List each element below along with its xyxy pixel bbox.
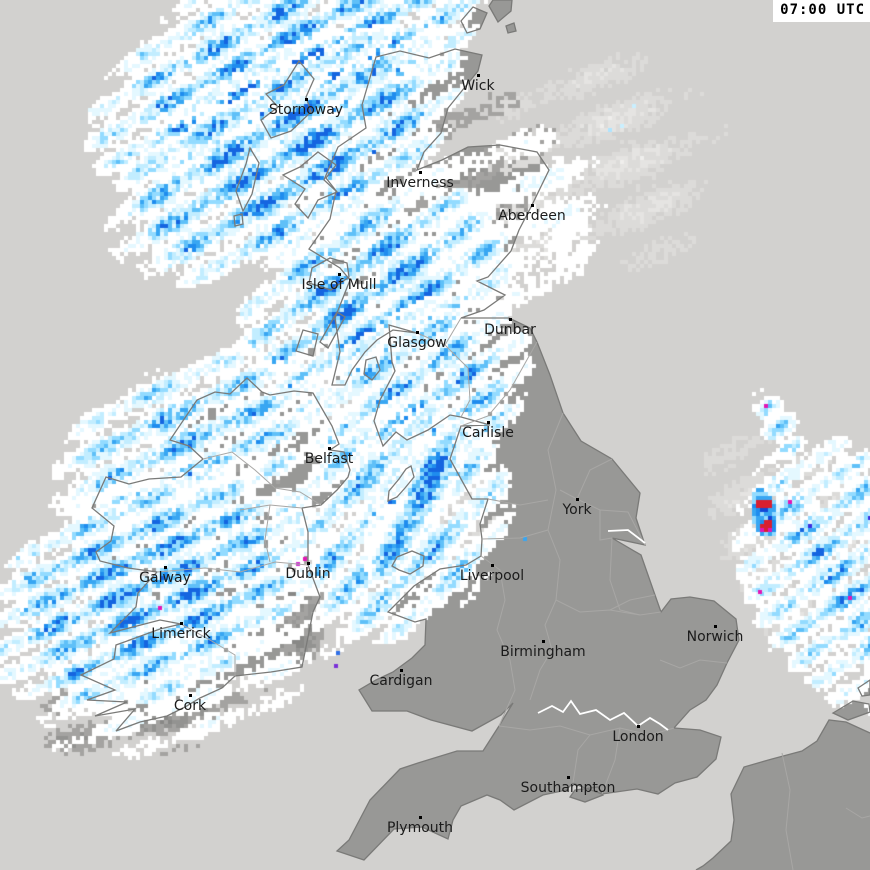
timestamp-label: 07:00 UTC xyxy=(773,0,870,22)
